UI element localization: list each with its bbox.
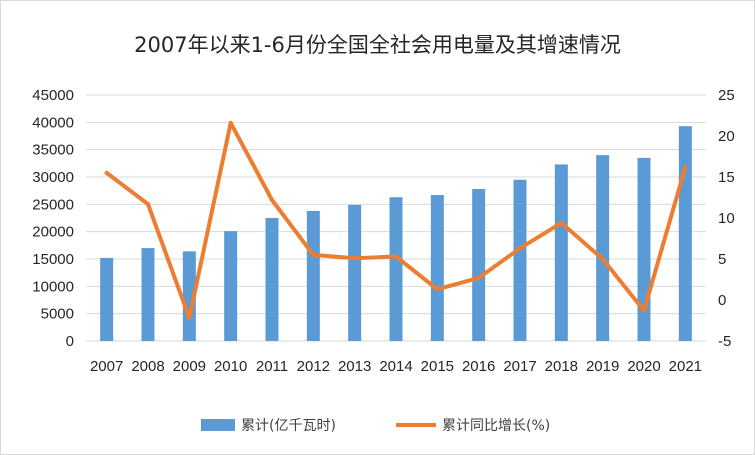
bar: [596, 155, 610, 341]
line-point: [104, 170, 109, 175]
y-left-tick-label: 15000: [32, 251, 74, 268]
chart-title: 2007年以来1-6月份全国全社会用电量及其增速情况: [134, 33, 621, 57]
line-point: [559, 220, 564, 225]
y-left-tick-label: 10000: [32, 278, 74, 295]
x-tick-label: 2018: [545, 358, 578, 375]
line-point: [352, 256, 357, 261]
bar: [182, 251, 196, 341]
line-point: [683, 165, 688, 170]
legend-swatch-bar: [201, 419, 235, 431]
line-point: [518, 246, 522, 251]
bar: [678, 126, 692, 341]
y-right-tick-label: 0: [718, 292, 726, 309]
bar: [100, 257, 114, 341]
y-right-tick-label: -5: [718, 333, 731, 350]
y-right-tick-label: 5: [718, 251, 726, 268]
bar: [554, 164, 568, 341]
x-tick-label: 2016: [462, 358, 495, 375]
y-left-tick-label: 20000: [32, 224, 74, 241]
legend-label-line: 累计同比增长(%): [442, 418, 550, 434]
line-point: [476, 275, 481, 280]
x-tick-label: 2020: [627, 358, 660, 375]
line-point: [600, 257, 605, 261]
line-point: [187, 316, 192, 321]
y-left-tick-label: 25000: [32, 196, 74, 213]
x-tick-label: 2012: [297, 358, 330, 375]
bar: [141, 248, 155, 341]
x-tick-label: 2019: [586, 358, 619, 375]
bar: [513, 179, 527, 341]
bar: [389, 197, 403, 341]
x-tick-label: 2007: [90, 358, 123, 375]
x-tick-label: 2017: [503, 358, 536, 375]
line-point: [270, 197, 274, 202]
x-tick-label: 2021: [669, 358, 702, 375]
y-left-tick-label: 35000: [32, 142, 74, 159]
bar: [472, 189, 486, 341]
x-tick-label: 2013: [338, 358, 371, 375]
line-point: [311, 252, 316, 257]
x-tick-label: 2015: [421, 358, 454, 375]
y-right-tick-label: 25: [718, 87, 735, 104]
y-left-tick-label: 30000: [32, 169, 74, 186]
y-right-tick-label: 10: [718, 210, 735, 227]
bar: [430, 195, 444, 341]
y-left-tick-label: 45000: [32, 87, 74, 104]
y-left-tick-label: 0: [66, 333, 74, 350]
bar: [306, 210, 320, 341]
y-left-tick-label: 40000: [32, 114, 74, 131]
x-tick-label: 2011: [256, 358, 288, 375]
y-right-tick-label: 15: [718, 169, 735, 186]
y-left-tick-label: 5000: [41, 306, 74, 323]
line-point: [228, 120, 233, 125]
bar: [265, 218, 279, 341]
y-right-tick-label: 20: [718, 128, 735, 145]
line-point: [435, 287, 440, 292]
line-point: [394, 254, 398, 259]
bar: [637, 157, 651, 341]
bar: [348, 204, 362, 341]
line-point: [146, 202, 150, 207]
legend-label-bar: 累计(亿千瓦时): [241, 418, 336, 434]
x-tick-label: 2008: [131, 358, 164, 375]
bar: [224, 231, 238, 341]
line-point: [642, 308, 646, 313]
x-tick-label: 2010: [214, 358, 247, 375]
x-tick-label: 2014: [379, 358, 412, 375]
x-tick-label: 2009: [173, 358, 206, 375]
